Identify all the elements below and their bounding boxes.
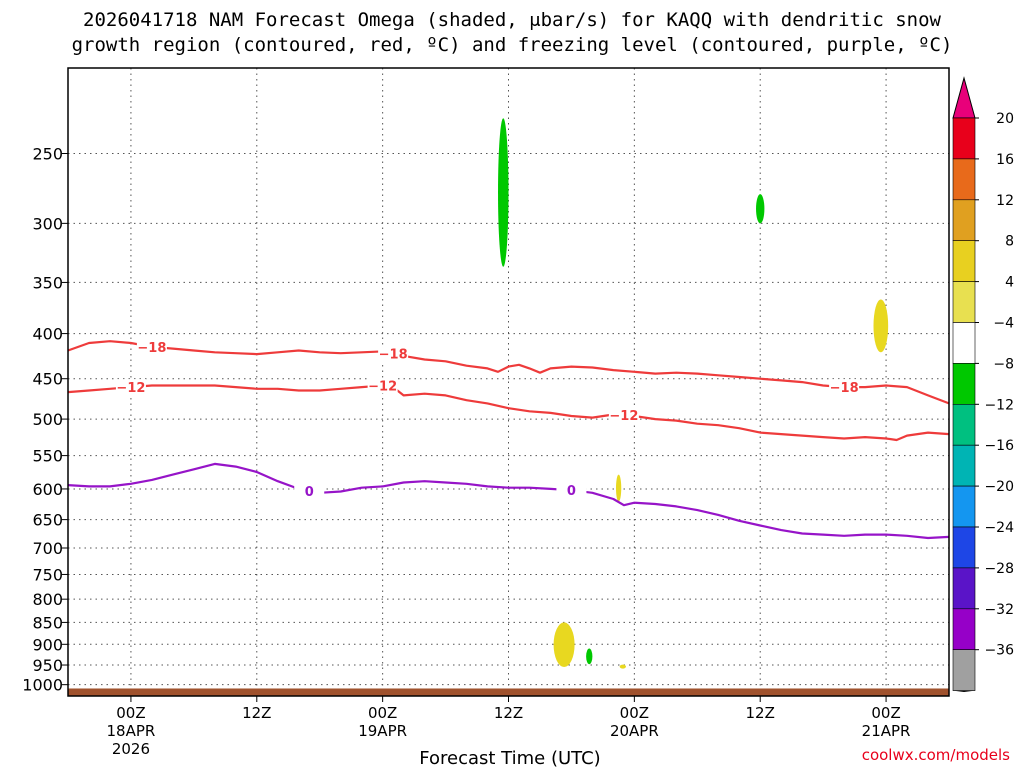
y-tick-label: 350 xyxy=(32,273,63,292)
y-tick-label: 550 xyxy=(32,447,63,466)
contour-label: −12 xyxy=(116,381,145,396)
colorbar-label: 12 xyxy=(996,193,1014,209)
colorbar-segment xyxy=(952,199,976,242)
colorbar-label: −20 xyxy=(984,479,1014,495)
colorbar-label: −28 xyxy=(984,561,1014,577)
y-tick-label: 450 xyxy=(32,370,63,389)
colorbar-segment xyxy=(952,363,976,405)
credit-text: coolwx.com/models xyxy=(862,746,1010,764)
omega-shaded-region xyxy=(619,664,626,669)
x-tick-label: 12Z xyxy=(746,704,775,722)
omega-shaded-region xyxy=(756,194,765,224)
y-tick-label: 800 xyxy=(32,590,63,609)
contour-label: 0 xyxy=(305,485,314,500)
y-axis: 250 300 350 400 450 500 550 600 650 700 750 800 850 9… xyxy=(22,144,68,695)
contour-label: −12 xyxy=(368,379,397,394)
colorbar-segment xyxy=(952,567,976,610)
contour-label-bg xyxy=(608,407,639,424)
x-tick-label: 00Z xyxy=(368,704,397,722)
colorbar-label: −16 xyxy=(984,438,1014,454)
x-tick-label: 12Z xyxy=(494,704,523,722)
colorbar-label: −4 xyxy=(993,316,1014,332)
colorbar-segment xyxy=(952,322,976,364)
colorbar-top-arrow xyxy=(952,76,976,119)
x-tick-date: 19APR xyxy=(358,722,407,740)
colorbar-label: −24 xyxy=(984,520,1014,536)
contour-label: −18 xyxy=(137,341,166,356)
contour-line xyxy=(67,384,950,442)
y-tick-label: 900 xyxy=(32,635,63,654)
y-tick-label: 650 xyxy=(32,511,63,530)
colorbar-label: −12 xyxy=(984,397,1014,413)
colorbar-segment xyxy=(952,608,976,650)
colorbar-label: 8 xyxy=(1005,234,1014,250)
x-tick-label: 00Z xyxy=(116,704,145,722)
chart-title-line1: 2026041718 NAM Forecast Omega (shaded, μ… xyxy=(83,9,941,31)
contour-label-bg xyxy=(367,377,398,394)
colorbar-segment xyxy=(952,526,976,569)
contour-label: 0 xyxy=(567,484,576,499)
colorbar-segment xyxy=(952,117,976,160)
colorbar: 20 16 12 8 4 −4 −8 −12 −16 −20 −24 −28 −32 −36 xyxy=(952,76,1014,692)
y-tick-label: 600 xyxy=(32,480,63,499)
colorbar-label: 16 xyxy=(996,152,1014,168)
x-axis-label: Forecast Time (UTC) xyxy=(419,748,600,768)
colorbar-segment xyxy=(952,158,976,201)
contour-line xyxy=(67,462,950,540)
y-tick-label: 500 xyxy=(32,410,63,429)
contour-label: −12 xyxy=(609,409,638,424)
x-tick-date: 18APR xyxy=(107,722,156,740)
colorbar-segment xyxy=(952,240,976,282)
contour-label-bg xyxy=(136,338,167,355)
contour-label-bg xyxy=(829,379,860,396)
colorbar-label: 20 xyxy=(996,111,1014,127)
contour-label: −18 xyxy=(379,348,408,363)
contour-label-bg xyxy=(115,379,146,396)
x-tick-label: 12Z xyxy=(242,704,271,722)
colorbar-label: −36 xyxy=(984,643,1014,659)
omega-shaded-region xyxy=(616,474,622,502)
temperature-contours: −18 −18 −18 −12 −12 −12 0 0 xyxy=(67,338,950,540)
x-tick-year: 2026 xyxy=(112,740,150,758)
contour-label-bg xyxy=(556,482,587,499)
y-tick-label: 700 xyxy=(32,539,63,558)
colorbar-bottom-arrow xyxy=(953,690,975,692)
chart-title-line2: growth region (contoured, red, ºC) and f… xyxy=(72,34,953,56)
contour-label: −18 xyxy=(830,381,859,396)
x-tick-label: 00Z xyxy=(871,704,900,722)
contour-label-bg xyxy=(378,345,409,362)
x-tick-date: 20APR xyxy=(610,722,659,740)
terrain-fill xyxy=(68,688,949,696)
x-tick-label: 00Z xyxy=(620,704,649,722)
colorbar-segment xyxy=(952,649,976,691)
colorbar-segment xyxy=(952,485,976,528)
omega-shaded-region xyxy=(873,299,889,353)
x-tick-date: 21APR xyxy=(862,722,911,740)
terrain-surface xyxy=(68,688,949,696)
y-tick-label: 300 xyxy=(32,214,63,233)
colorbar-segment xyxy=(952,281,976,323)
y-tick-label: 950 xyxy=(32,656,63,675)
omega-shaded-region xyxy=(586,648,593,665)
grid-lines xyxy=(68,68,949,696)
colorbar-label: −32 xyxy=(984,602,1014,618)
y-tick-label: 850 xyxy=(32,613,63,632)
y-tick-label: 750 xyxy=(32,565,63,584)
colorbar-label: −8 xyxy=(993,356,1014,372)
colorbar-label: 4 xyxy=(1005,275,1014,291)
y-tick-label: 1000 xyxy=(22,676,63,695)
colorbar-segment xyxy=(952,444,976,487)
contour-label-bg xyxy=(294,482,325,499)
omega-shaded-region xyxy=(553,622,575,668)
omega-shading xyxy=(498,118,889,669)
y-tick-label: 400 xyxy=(32,325,63,344)
colorbar-segment xyxy=(952,403,976,446)
y-tick-label: 250 xyxy=(32,144,63,163)
omega-shaded-region xyxy=(498,118,509,267)
contour-line xyxy=(67,340,950,405)
